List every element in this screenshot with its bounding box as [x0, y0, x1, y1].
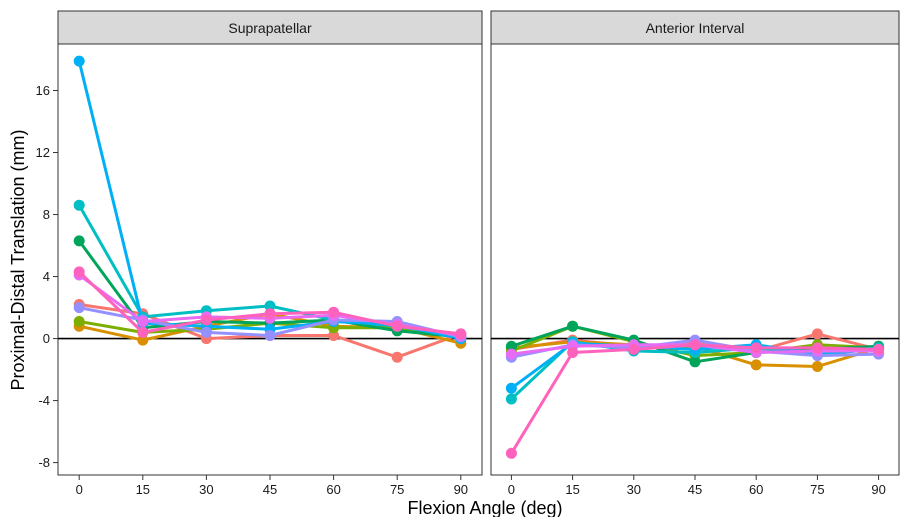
panel-border-suprapatellar [57, 43, 483, 476]
y-tick-label: 8 [43, 207, 50, 222]
data-point [73, 266, 85, 278]
data-point [505, 382, 517, 394]
data-point [137, 316, 149, 327]
data-point [505, 393, 517, 405]
data-point [73, 302, 85, 314]
data-point [505, 340, 517, 352]
data-point [73, 235, 85, 247]
data-point [689, 339, 701, 351]
x-tick-label: 60 [749, 482, 763, 497]
x-tick-label: 60 [326, 482, 340, 497]
data-point [200, 314, 212, 326]
data-point [750, 359, 762, 371]
x-tick-label: 0 [508, 482, 515, 497]
data-point [73, 199, 85, 211]
data-point [137, 326, 149, 338]
y-tick-label: 12 [36, 145, 50, 160]
series-layer-anterior-interval [505, 320, 885, 459]
data-point [328, 330, 340, 341]
x-tick-label: 90 [871, 482, 885, 497]
y-axis: -8 -4 0 4 8 12 16 [36, 83, 58, 470]
data-point [264, 308, 276, 320]
data-point [628, 343, 640, 355]
data-point [391, 351, 403, 363]
x-tick-label: 0 [76, 482, 83, 497]
data-point [811, 361, 823, 372]
y-tick-label: 0 [43, 331, 50, 346]
x-tick-label: 45 [263, 482, 277, 497]
data-point [505, 447, 517, 459]
x-tick-label: 75 [810, 482, 824, 497]
x-axis-suprapatellar: 0 15 30 45 60 75 90 [76, 475, 468, 497]
x-tick-label: 30 [199, 482, 213, 497]
data-point [73, 316, 85, 327]
data-point [750, 342, 762, 354]
series-layer-suprapatellar [73, 55, 467, 363]
y-tick-label: -4 [38, 393, 50, 408]
strip-label-suprapatellar: Suprapatellar [228, 20, 312, 36]
strip-label-anterior-interval: Anterior Interval [646, 20, 745, 36]
panel-border-anterior-interval [490, 43, 900, 476]
x-tick-label: 90 [454, 482, 468, 497]
data-point [567, 347, 579, 358]
x-axis-anterior-interval: 0 15 30 45 60 75 90 [508, 475, 886, 497]
data-point [455, 328, 467, 340]
data-point [137, 334, 149, 346]
data-point [505, 348, 517, 360]
data-point [328, 306, 340, 318]
data-point [73, 55, 85, 67]
data-point [811, 342, 823, 354]
x-tick-label: 75 [390, 482, 404, 497]
data-point [567, 320, 579, 332]
data-point [391, 320, 403, 332]
data-point [873, 343, 885, 355]
data-point [689, 356, 701, 368]
x-tick-label: 15 [136, 482, 150, 497]
x-tick-label: 30 [627, 482, 641, 497]
x-axis-title: Flexion Angle (deg) [407, 498, 562, 517]
x-tick-label: 15 [565, 482, 579, 497]
y-tick-label: 16 [36, 83, 50, 98]
strip-background-suprapatellar [57, 10, 483, 45]
data-point [811, 328, 823, 340]
panel-suprapatellar: Suprapatellar [57, 10, 483, 476]
data-point [264, 330, 276, 341]
data-point [200, 326, 212, 338]
data-point [264, 300, 276, 312]
panel-anterior-interval: Anterior Interval [490, 10, 900, 476]
y-tick-label: 4 [43, 269, 50, 284]
y-tick-label: -8 [38, 455, 50, 470]
y-axis-title: Proximal-Distal Translation (mm) [8, 129, 28, 390]
x-tick-label: 45 [688, 482, 702, 497]
